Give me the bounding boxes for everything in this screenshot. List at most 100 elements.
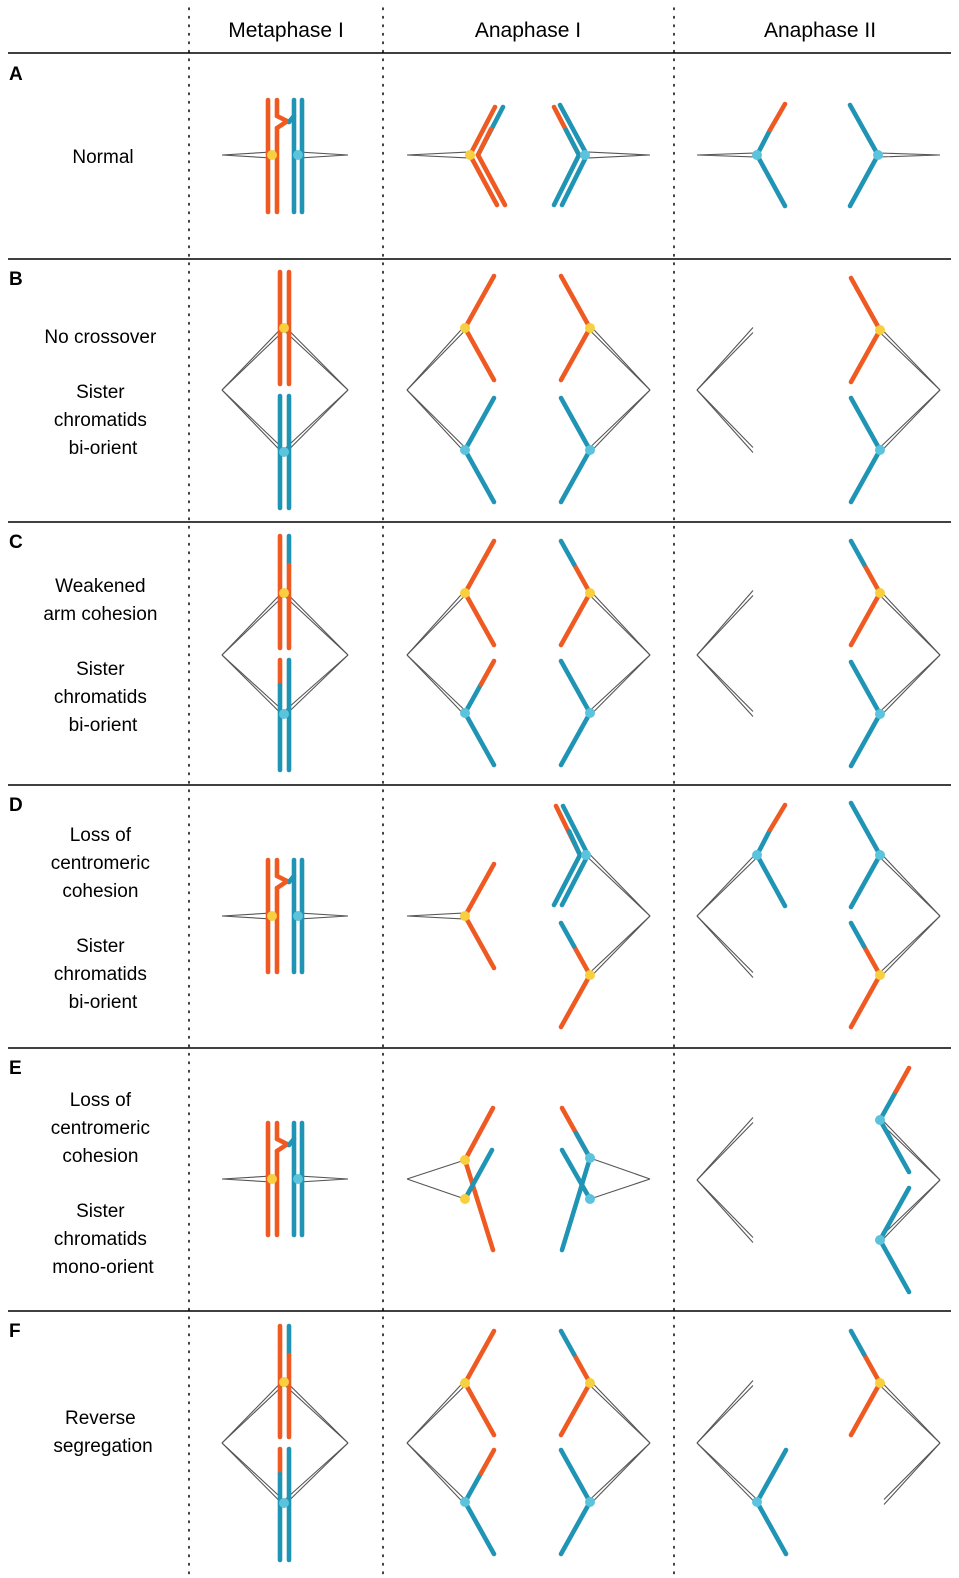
- spindle-left: [406, 912, 466, 920]
- spindle-fiber: [221, 590, 285, 656]
- spindle-fiber: [589, 325, 651, 391]
- chromatid-arm: [475, 126, 494, 158]
- centromere-paternal: [585, 1194, 595, 1204]
- spindle-fiber: [879, 857, 941, 917]
- centromere-paternal: [585, 1153, 595, 1163]
- chromatid-arm: [462, 1157, 496, 1253]
- spindle-fiber: [879, 654, 941, 717]
- chromatid-arm: [286, 1136, 297, 1148]
- row-label-line: centromeric: [51, 1118, 150, 1139]
- spindle-fiber: [696, 1442, 758, 1500]
- centromere-paternal: [460, 1497, 470, 1507]
- spindle-fiber: [406, 1442, 466, 1505]
- spindle-fiber: [879, 1117, 941, 1181]
- centromere-paternal: [875, 445, 885, 455]
- chromatid-arm: [462, 273, 497, 331]
- chromatid-arm: [478, 658, 497, 687]
- chromatid-arm: [274, 879, 289, 891]
- centromere-paternal: [873, 150, 883, 160]
- spindle-fiber: [879, 389, 941, 448]
- spindle-fiber: [221, 1379, 285, 1444]
- spindle-fiber: [696, 852, 758, 917]
- row-letter-e: E: [9, 1058, 22, 1079]
- spindle-right: [297, 1175, 349, 1183]
- spindle-fiber: [589, 1385, 651, 1444]
- chromatid-arm: [558, 590, 593, 648]
- spindle-right: [586, 151, 651, 159]
- spindle-fiber: [589, 389, 651, 448]
- centromere-paternal: [875, 1235, 885, 1245]
- row-label-line: centromeric: [51, 853, 150, 874]
- spindle-fiber: [283, 654, 349, 717]
- centromere-paternal: [752, 1497, 762, 1507]
- chromatid-arm: [767, 802, 788, 833]
- chromatid-arm: [563, 127, 582, 158]
- chromatid-arm: [462, 1380, 497, 1438]
- centromere-maternal: [267, 1174, 277, 1184]
- centromere-maternal: [875, 1378, 885, 1388]
- centromere-maternal: [279, 588, 289, 598]
- centromere-paternal: [875, 709, 885, 719]
- spindle-fiber: [406, 595, 466, 656]
- spindle-fiber: [283, 1442, 349, 1506]
- spindle-fiber: [879, 654, 941, 712]
- chromatid-arm: [848, 395, 883, 453]
- spindle-fiber: [883, 1442, 941, 1505]
- centromere-paternal: [752, 150, 762, 160]
- centromere-maternal: [460, 323, 470, 333]
- row-label-line: Loss of: [70, 825, 132, 846]
- chromatid-arm: [754, 152, 788, 209]
- row-label-line: bi-orient: [69, 992, 138, 1013]
- chromatid-arm: [767, 101, 788, 133]
- spindle-fiber: [406, 1178, 466, 1200]
- spindle-fiber: [406, 330, 466, 391]
- centromere-maternal: [585, 970, 595, 980]
- spindle-fiber: [696, 332, 754, 391]
- spindle-fiber: [283, 1379, 349, 1444]
- chromatid-arm: [848, 711, 883, 769]
- spindle-fiber: [589, 1442, 651, 1500]
- chromatid-arm: [467, 152, 500, 208]
- row-label-line: chromatids: [54, 964, 147, 985]
- spindle-fiber: [406, 1380, 466, 1444]
- centromere-maternal: [279, 323, 289, 333]
- centromere-paternal: [585, 708, 595, 718]
- centromere-paternal: [752, 850, 762, 860]
- spindle-right: [297, 151, 349, 159]
- row-label-line: Normal: [72, 147, 133, 168]
- chromatid-arm: [558, 972, 593, 1030]
- spindle-fiber: [589, 595, 651, 656]
- centromere-maternal: [460, 1378, 470, 1388]
- chromatid-arm: [847, 152, 881, 209]
- spindle-fiber: [587, 857, 651, 917]
- centromere-maternal: [875, 325, 885, 335]
- row-label-f: Reverse segregation: [53, 1408, 152, 1457]
- column-header-anaphase-i: Anaphase I: [475, 19, 581, 42]
- spindle-fiber: [221, 330, 285, 391]
- centromere-maternal: [460, 911, 470, 921]
- chromatid-arm: [877, 1117, 912, 1175]
- spindle-fiber: [589, 330, 651, 391]
- chromatid-arm: [861, 562, 883, 596]
- chromatid-arm: [848, 538, 867, 567]
- column-header-metaphase-i: Metaphase I: [228, 19, 344, 42]
- centromere-maternal: [279, 1377, 289, 1387]
- centromere-paternal: [581, 850, 591, 860]
- chromatid-arm: [558, 273, 593, 331]
- centromere-maternal: [585, 323, 595, 333]
- chromatid-arm: [566, 828, 583, 858]
- centromere-maternal: [585, 1378, 595, 1388]
- column-separators: [188, 7, 675, 1578]
- chromatid-arm: [571, 944, 593, 978]
- row-letter-d: D: [9, 795, 23, 816]
- chromatid-arm: [848, 659, 883, 717]
- chromatid-arm: [558, 1447, 593, 1505]
- row-letter-b: B: [9, 269, 23, 290]
- chromatid-arm: [475, 152, 508, 208]
- chromatid-arm: [286, 873, 297, 885]
- centromere-maternal: [460, 1155, 470, 1165]
- centromere-paternal: [585, 1497, 595, 1507]
- row-label-line: bi-orient: [69, 715, 138, 736]
- centromere-paternal: [580, 150, 590, 160]
- centromere-paternal: [279, 1498, 289, 1508]
